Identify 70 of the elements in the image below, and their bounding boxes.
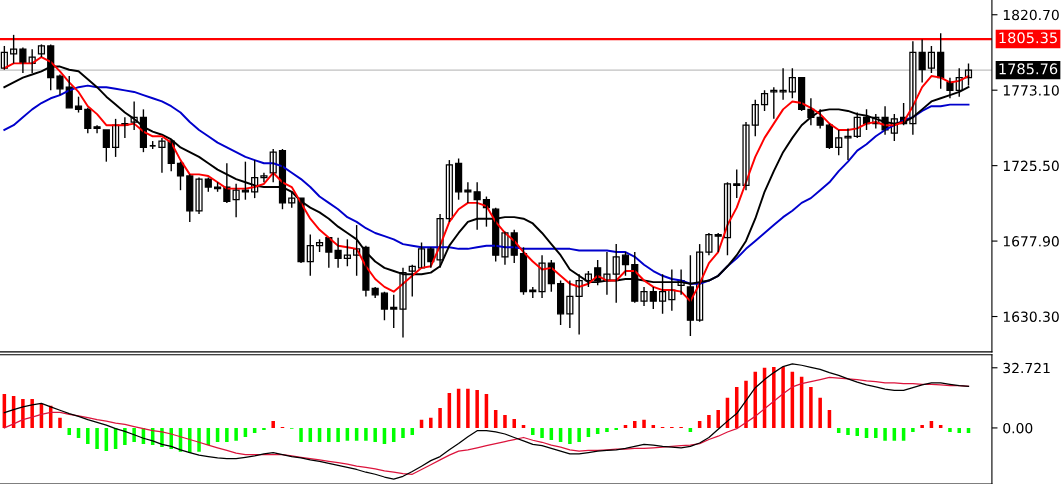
bar (30, 398, 34, 428)
bar (234, 427, 238, 441)
candlestick (158, 137, 166, 174)
bar (429, 417, 433, 428)
bar (373, 427, 377, 442)
bar (614, 427, 618, 430)
bar (466, 388, 470, 428)
y-tick-label: 32.721 (1003, 362, 1050, 374)
bar (336, 427, 340, 442)
candlestick (779, 67, 787, 101)
bar (846, 427, 850, 435)
bar (299, 427, 303, 442)
bar (744, 380, 748, 428)
bar (707, 414, 711, 428)
y-tick-label: 1820.70 (1003, 9, 1059, 21)
bar (364, 427, 368, 441)
candlestick (260, 172, 268, 183)
bar (21, 398, 25, 428)
bar (197, 427, 201, 452)
bar (818, 397, 822, 428)
bar (401, 427, 405, 439)
bar (948, 427, 952, 432)
bar (58, 417, 62, 428)
candlestick (733, 168, 741, 199)
bar (521, 424, 526, 428)
bar (262, 427, 266, 430)
bar (188, 427, 192, 453)
candlestick (844, 127, 852, 161)
bar (957, 427, 961, 433)
bar (716, 409, 720, 428)
bar (512, 418, 516, 428)
bar (633, 420, 637, 428)
bar (911, 427, 915, 432)
bar (225, 427, 229, 442)
y-tick-label: 1630.30 (1003, 311, 1059, 322)
line-series (3, 363, 970, 480)
y-tick-label: 1773.10 (1003, 85, 1059, 96)
bar (781, 366, 785, 428)
y-tick-label: 1725.50 (1003, 160, 1059, 172)
ref-line-label: 1785.76 (999, 63, 1058, 75)
bar (503, 414, 507, 428)
bar (809, 386, 813, 428)
bar (271, 420, 275, 428)
bar (920, 424, 924, 428)
bar (67, 427, 72, 435)
bar (475, 389, 479, 428)
bar (568, 427, 572, 444)
bar (531, 427, 535, 435)
bar (772, 366, 776, 428)
bar (642, 419, 646, 428)
bar (123, 427, 127, 446)
bar (874, 427, 878, 439)
bar (855, 427, 860, 437)
bar (938, 424, 943, 428)
y-tick-label: 0.00 (1003, 422, 1033, 434)
bar (623, 424, 628, 428)
ref-line-label: 1805.35 (999, 32, 1057, 44)
bar (327, 427, 331, 442)
bar (651, 424, 656, 428)
bar (577, 427, 581, 442)
bar (540, 427, 544, 439)
bar (605, 427, 609, 432)
candlestick (390, 294, 398, 329)
bar (438, 407, 442, 428)
bar (86, 427, 90, 444)
candlestick (10, 34, 18, 65)
bar (883, 427, 887, 441)
bar (95, 427, 99, 449)
candlestick (93, 124, 101, 134)
y-tick-label: 1677.90 (1003, 236, 1059, 247)
